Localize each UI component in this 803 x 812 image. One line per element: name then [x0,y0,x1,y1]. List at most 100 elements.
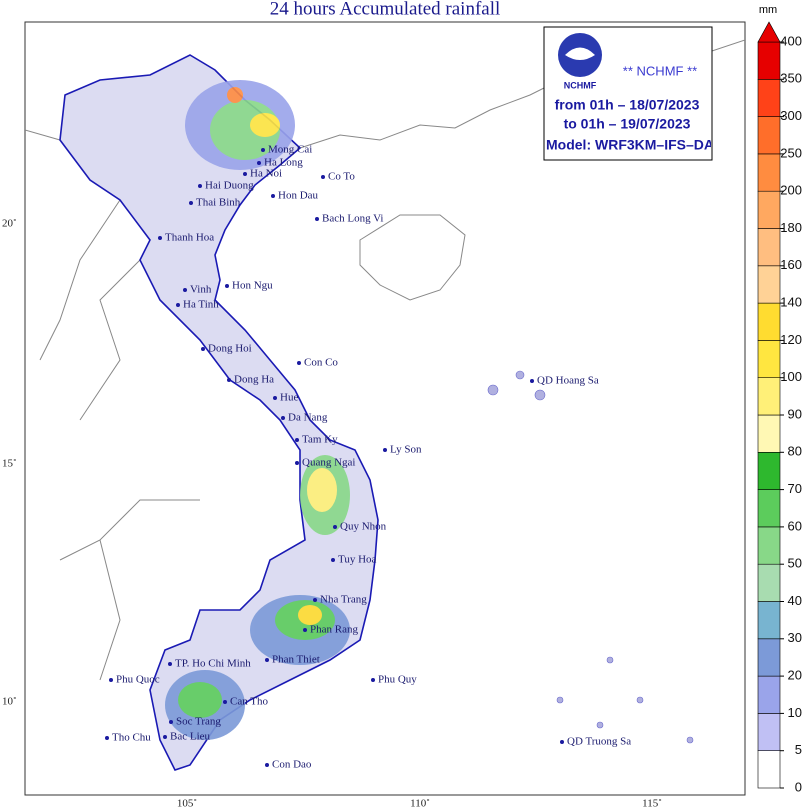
colorbar-label: 40 [788,593,802,608]
city-dot [198,184,202,188]
colorbar-label: 80 [788,444,802,459]
colorbar-swatch [757,79,781,117]
city-label: Quy Nhon [340,521,387,533]
city-label: Bach Long Vi [322,213,383,225]
city-dot [295,438,299,442]
city-label: Tho Chu [112,732,151,744]
info-model: Model: WRF3KM–IFS–DA [546,137,714,153]
colorbar-swatch [757,713,781,752]
city-dot [321,175,325,179]
city-dot [271,194,275,198]
city-dot [243,172,247,176]
city-dot [223,700,227,704]
city-dot [176,303,180,307]
islands [487,370,694,744]
city-label: Phan Thiet [272,654,320,666]
colorbar: 0 5 10 20 30 40 50 60 70 80 90 100 120 140 160 180 200 25… [757,21,802,794]
colorbar-label: 5 [795,742,802,757]
vietnam [59,54,379,771]
colorbar-swatch [757,675,781,714]
colorbar-swatch [757,638,781,677]
city-dot [560,740,564,744]
colorbar-swatch [757,116,781,155]
colorbar-swatch [757,451,781,490]
map-layers [25,39,745,771]
city-dot [383,448,387,452]
city-dot [109,678,113,682]
city-label: Can Tho [230,696,268,708]
city-label: Vinh [190,284,212,296]
lon-label: 115˚ [642,798,662,810]
logo-text: NCHMF [564,80,597,90]
logo-mark [565,47,595,60]
colorbar-label: 60 [788,518,802,533]
rain [165,80,350,740]
legend-unit: mm [759,4,777,16]
colorbar-swatch [757,601,781,640]
colorbar-label: 300 [780,108,802,123]
colorbar-swatch [757,265,781,304]
title: 24 hours Accumulated rainfall [270,0,501,19]
city-dot [303,628,307,632]
city-label: Dong Ha [234,374,274,386]
city-dot [227,378,231,382]
colorbar-extend [757,21,781,43]
city-label: QD Truong Sa [567,736,631,748]
city-dot [169,720,173,724]
city-label: Thanh Hoa [165,232,214,244]
city-label: Dong Hoi [208,343,252,355]
colorbar-swatch [757,340,781,378]
colorbar-label: 20 [788,668,802,683]
info-from: from 01h – 18/07/2023 [555,97,700,113]
city-label: Con Co [304,357,338,369]
info-to: to 01h – 19/07/2023 [564,116,691,132]
colorbar-swatch [757,228,781,267]
colorbar-swatch [757,414,781,453]
colorbar-label: 120 [780,332,802,347]
city-dot [201,347,205,351]
city-dot [530,379,534,383]
city-dot [315,217,319,221]
colorbar-swatch [757,750,781,789]
colorbar-label: 100 [780,369,802,384]
lat-label: 10˚ [2,696,17,708]
city-dot [273,396,277,400]
city-label: Co To [328,171,355,183]
lon-label: 105˚ [177,798,197,810]
city-label: Tam Ky [302,434,338,446]
city-dot [281,416,285,420]
city-dot [371,678,375,682]
city-label: Con Dao [272,759,312,771]
city-label: Ha Noi [250,168,282,180]
agency: ** NCHMF ** [623,63,697,78]
city-dot [313,598,317,602]
city-label: Hon Ngu [232,280,273,292]
city-label: Quang Ngai [302,457,355,469]
colorbar-swatch [757,526,781,565]
lat-label: 15˚ [2,458,17,470]
colorbar-swatch [757,190,781,229]
colorbar-label: 70 [788,481,802,496]
colorbar-label: 90 [788,406,802,421]
city-label: Hue [280,392,298,404]
graticule-labels: 20˚ 15˚ 10˚ 105˚ 110˚ 115˚ [2,218,662,810]
city-dot [158,236,162,240]
city-label: Thai Binh [196,197,241,209]
city-dot [295,461,299,465]
lon-label: 110˚ [410,798,430,810]
city-label: Da Nang [288,412,328,424]
city-dot [168,662,172,666]
colorbar-label: 10 [788,705,802,720]
city-dot [189,201,193,205]
colorbar-swatch [757,302,781,341]
colorbar-label: 350 [780,71,802,86]
city-dot [105,736,109,740]
city-dot [265,658,269,662]
city-dot [261,148,265,152]
city-dot [225,284,229,288]
colorbar-swatch [757,563,781,602]
city-label: Phu Quoc [116,674,160,686]
city-label: Hon Dau [278,190,319,202]
city-dot [333,525,337,529]
